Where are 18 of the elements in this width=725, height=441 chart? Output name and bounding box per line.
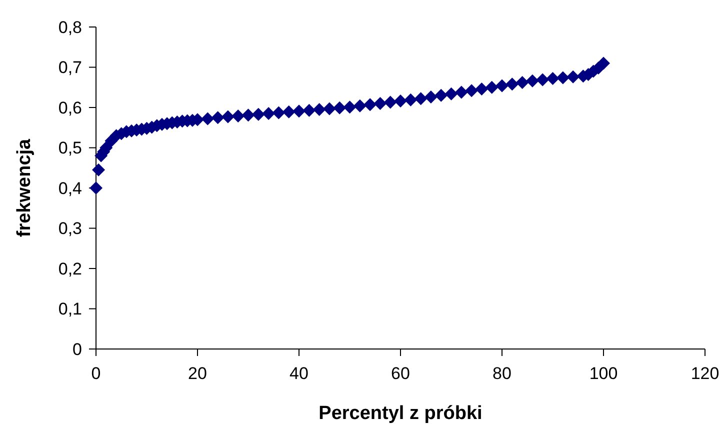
y-axis-title: frekwencja: [14, 138, 35, 238]
y-tick-label: 0,5: [58, 138, 82, 158]
y-tick-label: 0,3: [58, 219, 82, 238]
y-tick-label: 0,4: [58, 178, 82, 198]
x-tick-label: 100: [589, 364, 618, 383]
x-tick-label: 20: [188, 364, 207, 383]
x-tick-label: 80: [492, 364, 512, 383]
y-tick-label: 0,2: [58, 259, 82, 278]
x-tick-label: 60: [391, 364, 410, 383]
y-tick-label: 0,1: [58, 300, 82, 319]
x-tick-label: 120: [690, 364, 720, 383]
y-tick-label: 0,8: [58, 18, 82, 37]
x-tick-label: 0: [91, 364, 101, 383]
y-tick-label: 0,7: [58, 58, 82, 78]
x-axis-title: Percentyl z próbki: [318, 403, 482, 424]
y-tick-label: 0: [72, 340, 82, 359]
x-tick-label: 40: [290, 364, 308, 383]
y-tick-label: 0,6: [58, 98, 82, 118]
